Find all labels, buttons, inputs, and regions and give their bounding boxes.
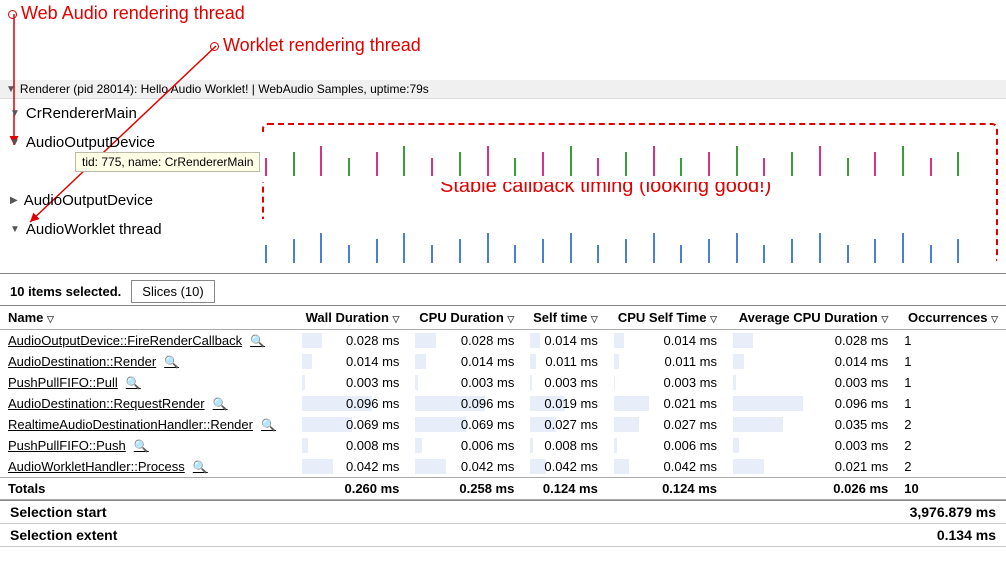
slices-tab-button[interactable]: Slices (10) [131, 280, 214, 303]
table-row[interactable]: RealtimeAudioDestinationHandler::Render🔍… [0, 414, 1006, 435]
column-header[interactable]: Occurrences ▽ [896, 306, 1006, 330]
table-row[interactable]: PushPullFIFO::Pull🔍0.003 ms0.003 ms0.003… [0, 372, 1006, 393]
timeline-track[interactable] [255, 215, 1006, 273]
slice-name[interactable]: AudioDestination::Render🔍 [0, 351, 294, 372]
chevron-down-icon: ▼ [6, 84, 16, 95]
selection-extent-value: 0.134 ms [937, 527, 996, 543]
thread-item[interactable]: ▶ AudioOutputDevice [0, 186, 255, 215]
table-row[interactable]: AudioDestination::Render🔍0.014 ms0.014 m… [0, 351, 1006, 372]
column-header[interactable]: CPU Duration ▽ [407, 306, 522, 330]
column-header[interactable]: Wall Duration ▽ [294, 306, 408, 330]
totals-row: Totals0.260 ms0.258 ms0.124 ms0.124 ms0.… [0, 478, 1006, 500]
magnifier-icon[interactable]: 🔍 [253, 418, 276, 432]
timeline-track[interactable] [255, 99, 1006, 128]
annotation-label-2: Worklet rendering thread [210, 35, 421, 56]
magnifier-icon[interactable]: 🔍 [242, 334, 265, 348]
thread-label: AudioOutputDevice [24, 192, 153, 209]
thread-item[interactable]: ▼ AudioWorklet thread [0, 215, 255, 244]
column-header[interactable]: CPU Self Time ▽ [606, 306, 725, 330]
magnifier-icon[interactable]: 🔍 [126, 439, 149, 453]
slices-table: Name ▽Wall Duration ▽CPU Duration ▽Self … [0, 306, 1006, 500]
chevron-down-icon[interactable]: ▼ [10, 137, 20, 148]
table-row[interactable]: AudioWorkletHandler::Process🔍0.042 ms0.0… [0, 456, 1006, 478]
slice-name[interactable]: PushPullFIFO::Push🔍 [0, 435, 294, 456]
slices-tab-bar: 10 items selected. Slices (10) [0, 273, 1006, 306]
timeline-track[interactable] [255, 186, 1006, 215]
slice-name[interactable]: PushPullFIFO::Pull🔍 [0, 372, 294, 393]
process-title: Renderer (pid 28014): Hello Audio Workle… [20, 82, 429, 96]
thread-label: AudioOutputDevice [26, 134, 155, 151]
thread-label: CrRendererMain [26, 105, 137, 122]
thread-rows: Stable callback timing (looking good!) ▼… [0, 99, 1006, 273]
magnifier-icon[interactable]: 🔍 [118, 376, 141, 390]
selection-extent-label: Selection extent [10, 527, 117, 543]
chevron-down-icon[interactable]: ▼ [10, 224, 20, 235]
table-row[interactable]: AudioDestination::RequestRender🔍0.096 ms… [0, 393, 1006, 414]
column-header[interactable]: Self time ▽ [522, 306, 606, 330]
column-header[interactable]: Name ▽ [0, 306, 294, 330]
chevron-down-icon[interactable]: ▼ [10, 108, 20, 119]
selection-info: Selection start 3,976.879 ms Selection ex… [0, 500, 1006, 547]
table-row[interactable]: AudioOutputDevice::FireRenderCallback🔍0.… [0, 330, 1006, 352]
slice-name[interactable]: RealtimeAudioDestinationHandler::Render🔍 [0, 414, 294, 435]
selection-start-value: 3,976.879 ms [910, 504, 996, 520]
magnifier-icon[interactable]: 🔍 [205, 397, 228, 411]
process-header[interactable]: ▼ Renderer (pid 28014): Hello Audio Work… [0, 80, 1006, 99]
annotation-overlay: Web Audio rendering thread Worklet rende… [0, 0, 1006, 80]
magnifier-icon[interactable]: 🔍 [156, 355, 179, 369]
chevron-right-icon[interactable]: ▶ [10, 195, 18, 206]
selection-summary: 10 items selected. [10, 284, 121, 299]
slice-name[interactable]: AudioOutputDevice::FireRenderCallback🔍 [0, 330, 294, 352]
thread-tooltip: tid: 775, name: CrRendererMain [75, 152, 260, 172]
thread-label: AudioWorklet thread [26, 221, 162, 238]
slice-name[interactable]: AudioWorkletHandler::Process🔍 [0, 456, 294, 478]
slice-name[interactable]: AudioDestination::RequestRender🔍 [0, 393, 294, 414]
timeline-track[interactable] [255, 128, 1006, 186]
table-row[interactable]: PushPullFIFO::Push🔍0.008 ms0.006 ms0.008… [0, 435, 1006, 456]
magnifier-icon[interactable]: 🔍 [185, 460, 208, 474]
column-header[interactable]: Average CPU Duration ▽ [725, 306, 896, 330]
thread-item[interactable]: ▼AudioOutputDevicetid: 775, name: CrRend… [0, 128, 255, 157]
selection-start-label: Selection start [10, 504, 106, 520]
annotation-label-1: Web Audio rendering thread [8, 3, 245, 24]
thread-item[interactable]: ▼ CrRendererMain [0, 99, 255, 128]
